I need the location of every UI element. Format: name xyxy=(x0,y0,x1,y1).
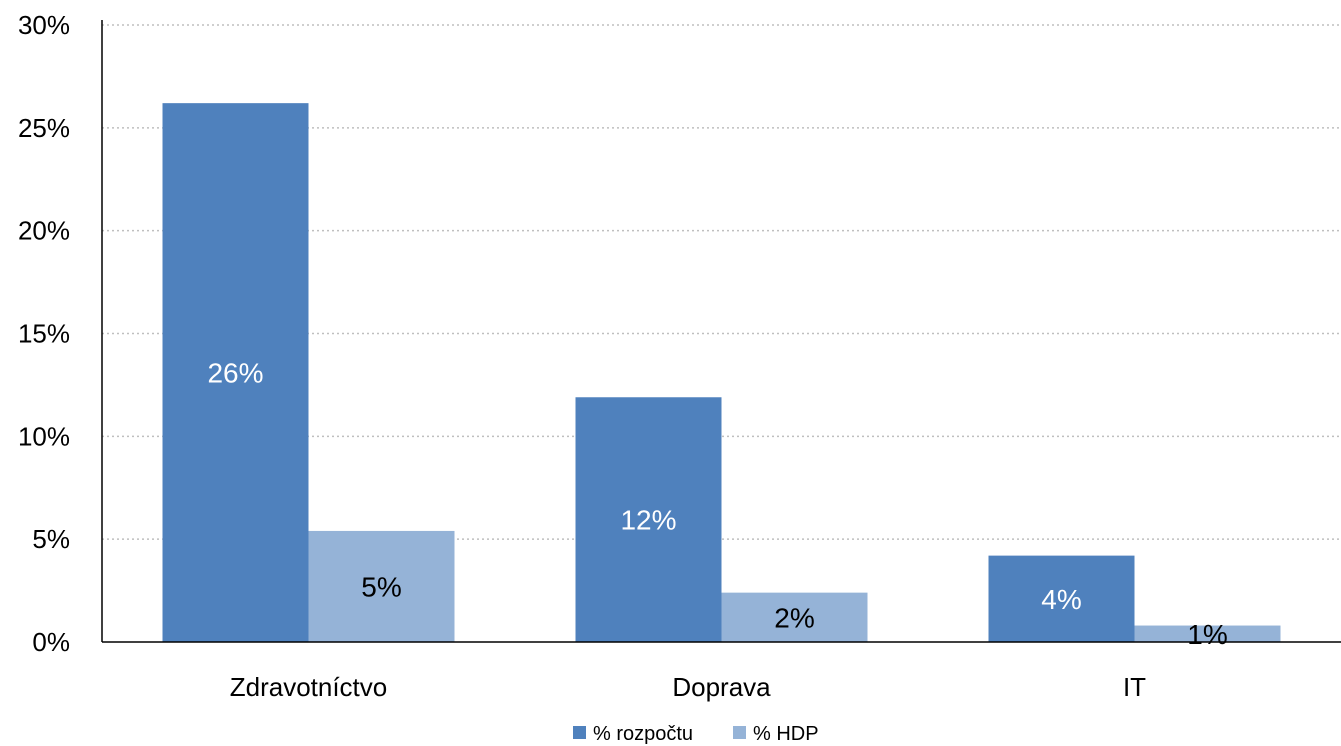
legend-swatch-0 xyxy=(573,726,586,739)
y-tick-label-15: 15% xyxy=(18,319,70,349)
data-label-doprava-series-0: 12% xyxy=(620,505,676,536)
data-label-it-series-0: 4% xyxy=(1041,584,1081,615)
data-label-zdravotníctvo-series-0: 26% xyxy=(207,358,263,389)
bar-zdravotníctvo-series-1 xyxy=(308,530,455,642)
y-tick-label-5: 5% xyxy=(32,524,70,554)
y-tick-label-25: 25% xyxy=(18,113,70,143)
legend-label-0: % rozpočtu xyxy=(593,723,693,745)
x-tick-label-1: Doprava xyxy=(672,672,771,702)
data-label-it-series-1: 1% xyxy=(1187,619,1227,650)
data-labels: 26% 5% 12% 2% 4% 1% xyxy=(207,358,1227,650)
data-label-doprava-series-1: 2% xyxy=(774,602,814,633)
bar-it-series-1 xyxy=(1134,625,1281,642)
data-label-zdravotníctvo-series-1: 5% xyxy=(361,571,401,602)
x-axis-categories: Zdravotníctvo Doprava IT xyxy=(230,672,1146,702)
y-tick-label-20: 20% xyxy=(18,216,70,246)
y-axis-ticks: 0% 5% 10% 15% 20% 25% 30% xyxy=(18,10,70,657)
bar-doprava-series-1 xyxy=(721,592,868,642)
bars xyxy=(162,103,1281,643)
y-tick-label-10: 10% xyxy=(18,421,70,451)
legend-label-1: % HDP xyxy=(753,723,819,745)
y-tick-label-30: 30% xyxy=(18,10,70,40)
x-tick-label-0: Zdravotníctvo xyxy=(230,672,388,702)
x-tick-label-2: IT xyxy=(1123,672,1146,702)
legend: % rozpočtu % HDP xyxy=(573,723,819,745)
bar-it-series-0 xyxy=(988,555,1135,642)
bar-zdravotníctvo-series-0 xyxy=(162,103,309,643)
legend-swatch-1 xyxy=(733,726,746,739)
bar-doprava-series-0 xyxy=(575,397,722,642)
y-tick-label-0: 0% xyxy=(32,627,70,657)
axes xyxy=(101,20,1341,643)
